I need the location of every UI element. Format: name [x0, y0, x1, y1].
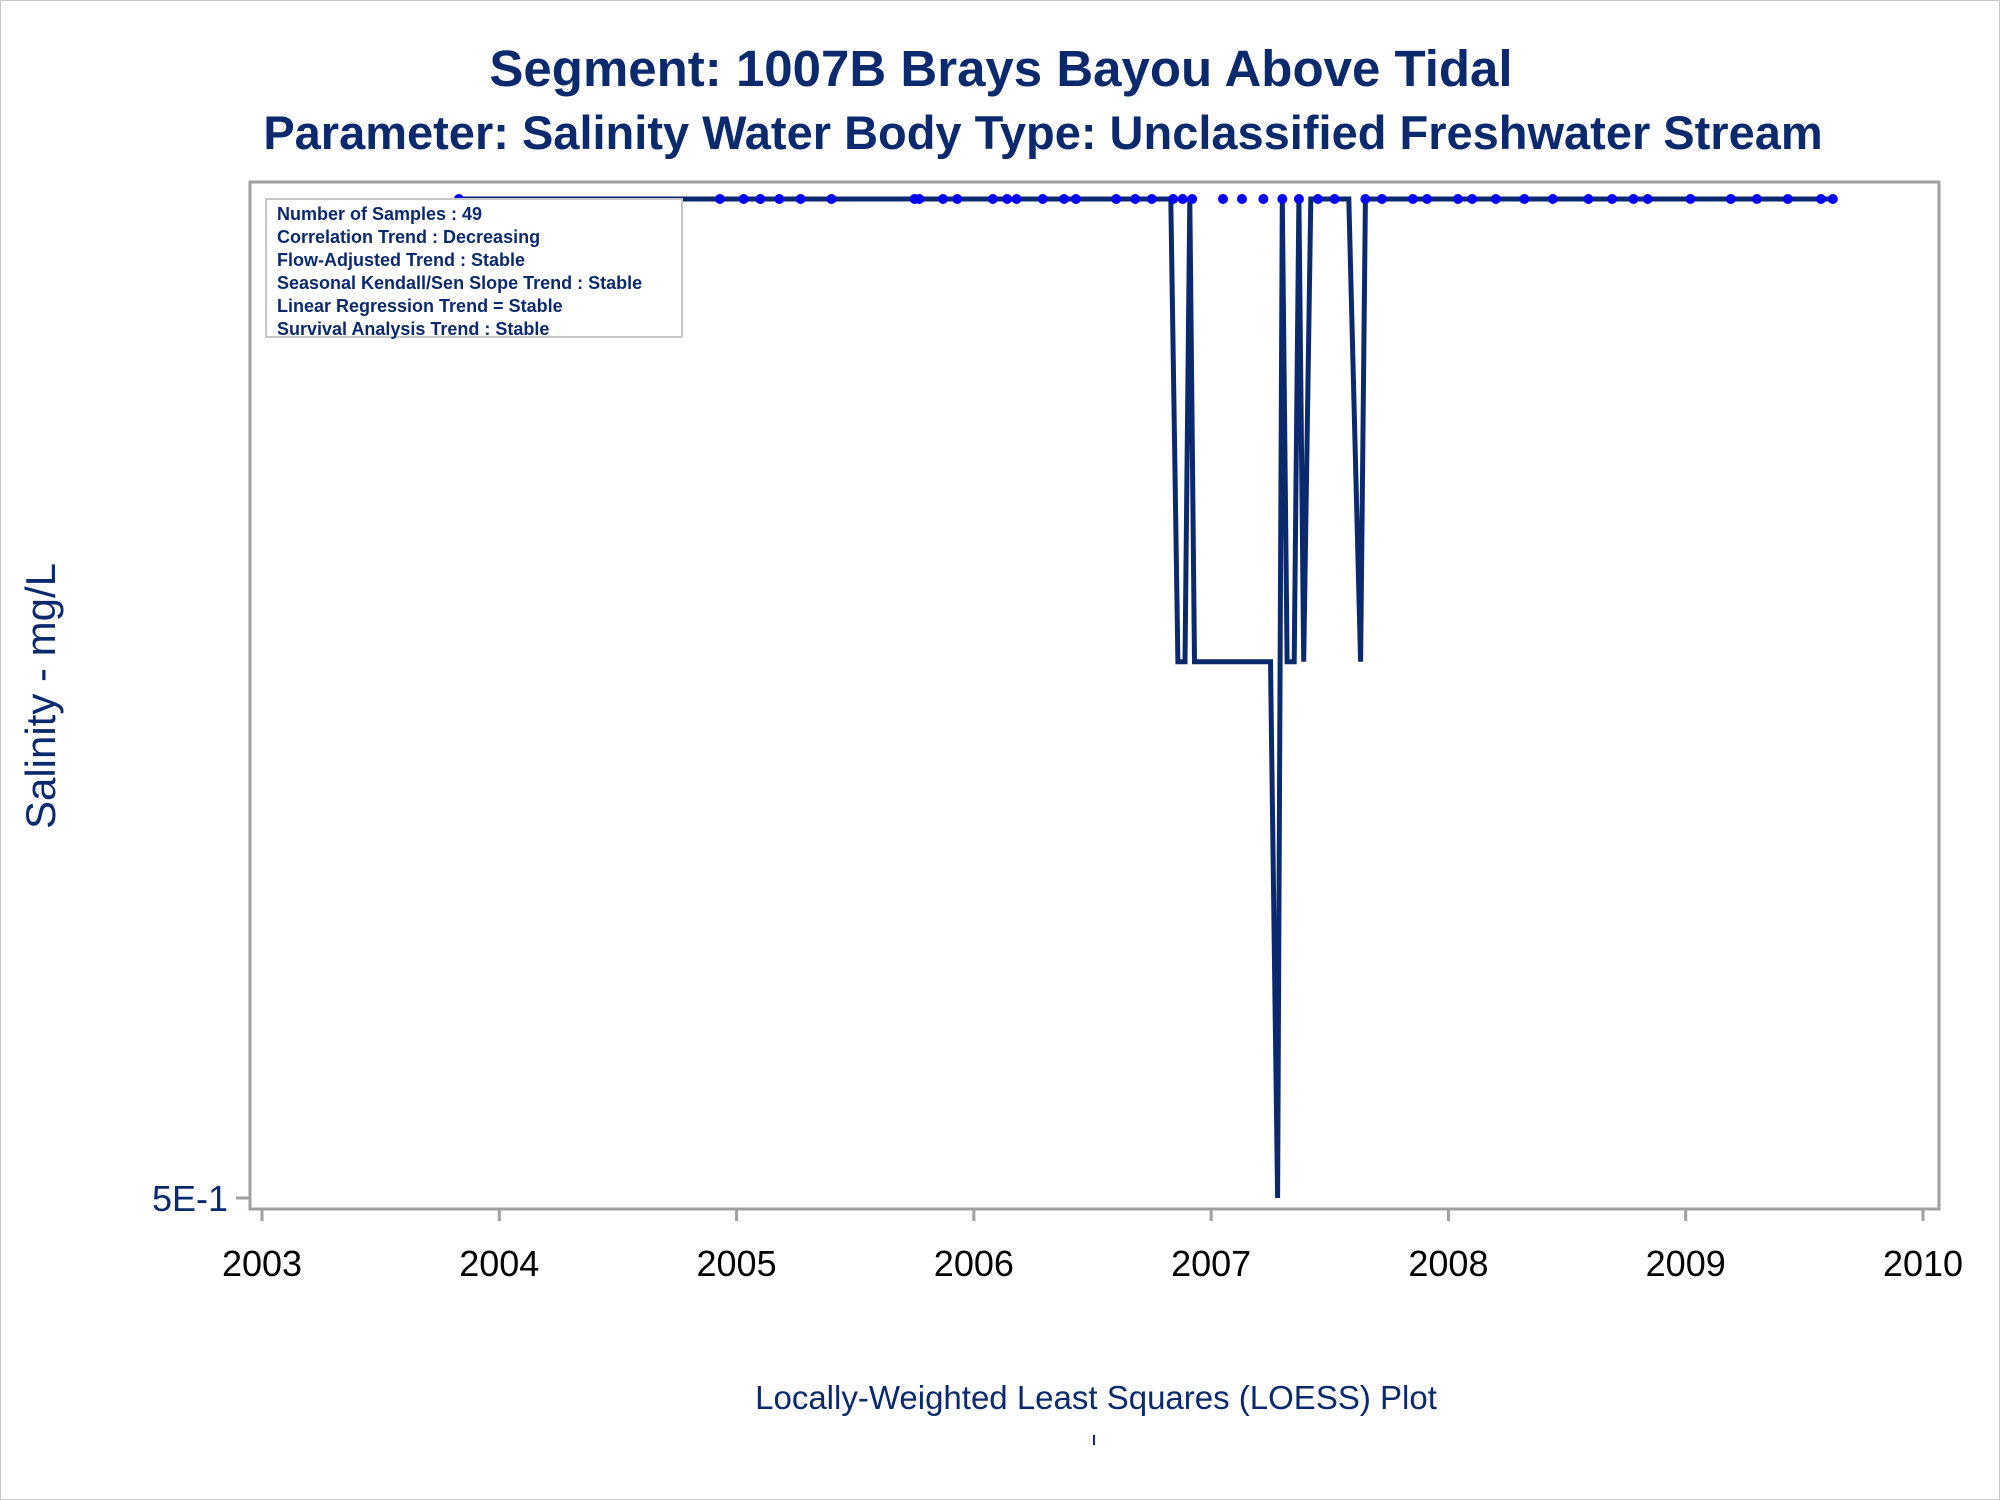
observation-point [1218, 194, 1229, 204]
observation-point [1628, 194, 1639, 204]
observation-point [714, 194, 725, 204]
observation-point [1312, 194, 1323, 204]
observation-point [1685, 194, 1696, 204]
x-tick-label: 2007 [1171, 1243, 1251, 1284]
observation-point [826, 194, 837, 204]
observation-point [1452, 194, 1463, 204]
observation-point [1642, 194, 1653, 204]
observation-point [1827, 194, 1838, 204]
observation-point [1751, 194, 1762, 204]
observation-point [795, 194, 806, 204]
observation-point [1002, 194, 1013, 204]
observation-point [1011, 194, 1022, 204]
observation-point [1407, 194, 1418, 204]
observation-point [1583, 194, 1594, 204]
stat-linear-regression-trend: Linear Regression Trend = Stable [277, 296, 563, 316]
observation-point [1277, 194, 1288, 204]
observation-point [914, 194, 925, 204]
observation-point [1187, 194, 1198, 204]
trend-stats-box: Number of Samples : 49 Correlation Trend… [265, 198, 683, 339]
plot-method-note: Locally-Weighted Least Squares (LOESS) P… [755, 1379, 1437, 1416]
observation-point [1376, 194, 1387, 204]
x-tick-label: 2003 [222, 1243, 302, 1284]
footnote-mark [1093, 1435, 1095, 1445]
plot-frame [248, 180, 1941, 1211]
observation-point [1168, 194, 1179, 204]
observation-point [1329, 194, 1340, 204]
observation-point [1490, 194, 1501, 204]
observation-point [1547, 194, 1558, 204]
x-tick-label: 2004 [459, 1243, 539, 1284]
observation-point [1782, 194, 1793, 204]
observation-point [1422, 194, 1433, 204]
observation-point [774, 194, 785, 204]
x-tick-label: 2008 [1408, 1243, 1488, 1284]
x-tick-label: 2005 [697, 1243, 777, 1284]
observation-point [755, 194, 766, 204]
stat-correlation-trend: Correlation Trend : Decreasing [277, 227, 541, 247]
observation-point [938, 194, 949, 204]
x-tick-label: 2006 [934, 1243, 1014, 1284]
stat-seasonal-kendall-trend: Seasonal Kendall/Sen Slope Trend : Stabl… [277, 273, 643, 293]
observation-point [952, 194, 963, 204]
observation-point [1146, 194, 1157, 204]
observation-point [1130, 194, 1141, 204]
x-tick-label: 2010 [1883, 1243, 1963, 1284]
observation-point [1236, 194, 1247, 204]
stat-survival-analysis-trend: Survival Analysis Trend : Stable [277, 319, 550, 339]
chart-title: Segment: 1007B Brays Bayou Above Tidal [489, 40, 1513, 97]
observation-point [1037, 194, 1048, 204]
loess-series-line [458, 196, 1836, 1199]
chart-subtitle: Parameter: Salinity Water Body Type: Unc… [263, 106, 1823, 159]
stat-number-of-samples: Number of Samples : 49 [277, 204, 483, 224]
observation-point [1725, 194, 1736, 204]
observation-point [1467, 194, 1478, 204]
x-tick-label: 2009 [1646, 1243, 1726, 1284]
observation-point [738, 194, 749, 204]
observation-point [1815, 194, 1826, 204]
observation-point [1070, 194, 1081, 204]
observation-point [1519, 194, 1530, 204]
observation-point [1293, 194, 1304, 204]
stat-flow-adjusted-trend: Flow-Adjusted Trend : Stable [277, 250, 526, 270]
observation-point [1258, 194, 1269, 204]
y-tick-label: 5E-1 [152, 1178, 228, 1219]
observation-point [1177, 194, 1188, 204]
observation-point [1111, 194, 1122, 204]
observation-point [1607, 194, 1618, 204]
observation-point [1059, 194, 1070, 204]
observation-point [987, 194, 998, 204]
observation-point [1360, 194, 1371, 204]
